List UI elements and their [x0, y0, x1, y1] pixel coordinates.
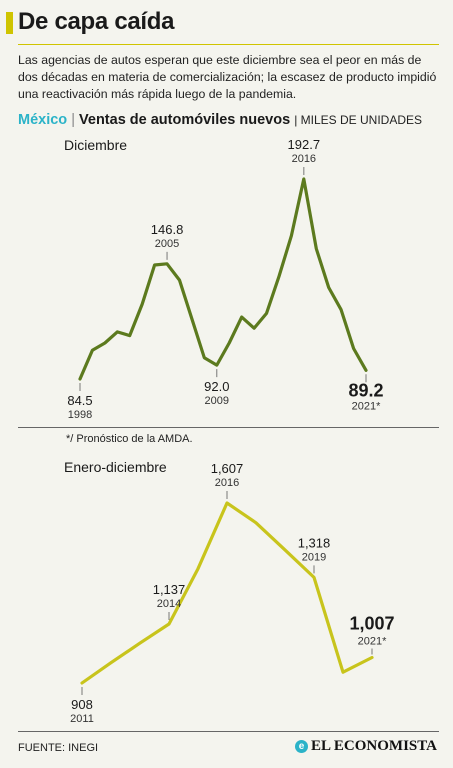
chart-1-divider — [18, 427, 439, 428]
chart-1-series-line — [78, 177, 368, 381]
brand-logo: e EL ECONOMISTA — [295, 738, 437, 755]
chart-2-value-label: 1,318 — [298, 535, 331, 550]
chart-2-year-label: 2016 — [215, 477, 239, 489]
intro-text: Las agencias de autos esperan que este d… — [18, 53, 437, 101]
chart-1-title: Diciembre — [64, 137, 128, 153]
chart-1-year-label: 2009 — [205, 395, 229, 407]
subhead-unit: | MILES DE UNIDADES — [294, 113, 422, 127]
title-accent-bar — [6, 12, 13, 34]
chart-2-divider — [18, 731, 439, 732]
chart-2-year-label: 2014 — [157, 598, 181, 610]
chart-1-value-label: 89.2 — [348, 380, 383, 400]
chart-1-value-label: 146.8 — [151, 222, 184, 237]
page-title: De capa caída — [18, 8, 175, 35]
chart-2-value-label: 1,607 — [211, 461, 244, 476]
subhead-separator: | — [71, 112, 75, 128]
chart-1-year-label: 2005 — [155, 238, 179, 250]
chart-2-year-label: 2019 — [302, 551, 326, 563]
chart-1-value-label: 192.7 — [288, 137, 321, 152]
chart-1-year-label: 2021* — [352, 400, 381, 412]
source-text: FUENTE: INEGI — [18, 742, 99, 754]
chart-2-value-label: 1,007 — [349, 614, 394, 634]
chart-subhead: México | Ventas de automóviles nuevos | … — [18, 112, 422, 128]
brand-name: EL ECONOMISTA — [311, 738, 437, 754]
subhead-title: Ventas de automóviles nuevos — [79, 112, 291, 128]
chart-2-value-label: 1,137 — [153, 582, 186, 597]
brand-e-icon: e — [295, 740, 308, 753]
chart-1-value-label: 92.0 — [204, 379, 229, 394]
chart-1-year-label: 2016 — [292, 153, 316, 165]
chart-2-year-label: 2021* — [358, 636, 387, 648]
chart-1-value-label: 84.5 — [67, 393, 92, 408]
chart-2-series-line — [80, 501, 374, 685]
chart-1-year-label: 1998 — [68, 409, 92, 421]
footnote: */ Pronóstico de la AMDA. — [66, 433, 193, 445]
chart-2-year-label: 2011 — [70, 713, 94, 725]
subhead-country: México — [18, 112, 68, 128]
chart-2-title: Enero-diciembre — [64, 459, 167, 475]
chart-2-value-label: 908 — [71, 697, 93, 712]
title-divider — [18, 44, 439, 45]
